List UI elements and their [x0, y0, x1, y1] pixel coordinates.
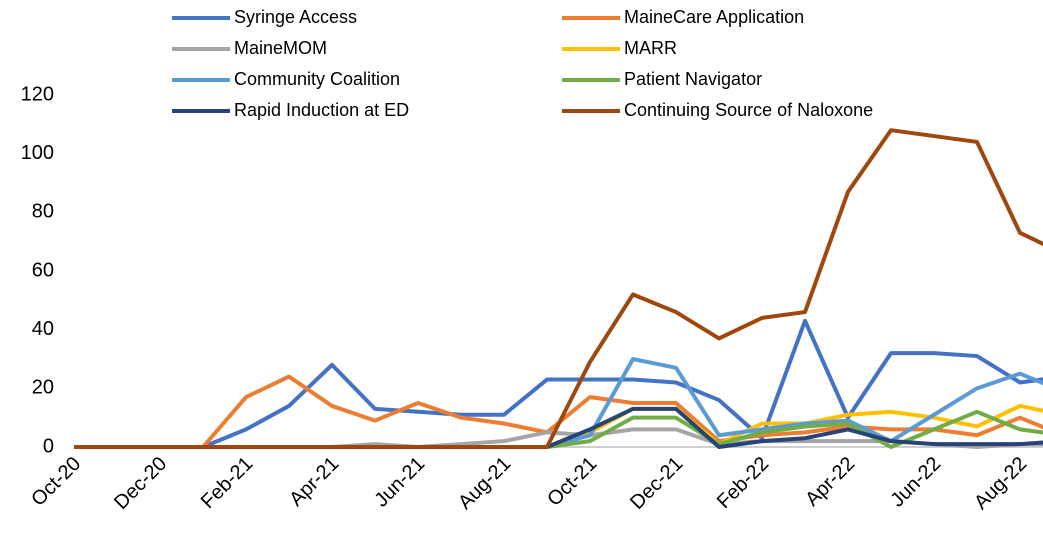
legend-label: Continuing Source of Naloxone — [624, 100, 873, 120]
series-line — [546, 409, 1043, 449]
legend-label: Syringe Access — [234, 7, 357, 27]
legend-label: Rapid Induction at ED — [234, 100, 409, 120]
y-tick-label: 120 — [21, 83, 54, 105]
y-tick-label: 40 — [32, 318, 54, 340]
legend-label: Patient Navigator — [624, 69, 762, 89]
x-tick-label: Feb-22 — [713, 453, 773, 513]
series-line — [74, 128, 1043, 449]
x-tick-label: Feb-21 — [197, 453, 257, 513]
y-tick-label: 60 — [32, 259, 54, 281]
series-line — [546, 357, 1043, 449]
series-line — [74, 374, 1043, 449]
x-tick-label: Apr-22 — [801, 453, 859, 511]
y-tick-label: 100 — [21, 142, 54, 164]
series-line — [546, 406, 1043, 449]
x-tick-label: Jun-21 — [370, 453, 429, 512]
legend-label: Community Coalition — [234, 69, 400, 89]
x-tick-label: Aug-21 — [454, 453, 515, 514]
y-tick-label: 0 — [43, 435, 54, 457]
series-line — [74, 318, 1043, 449]
legend-label: MaineCare Application — [624, 7, 804, 27]
legend-label: MARR — [624, 38, 677, 58]
x-tick-label: Oct-21 — [543, 453, 601, 511]
y-tick-label: 20 — [32, 377, 54, 399]
y-tick-label: 80 — [32, 201, 54, 223]
x-tick-label: Dec-21 — [626, 453, 687, 514]
legend-label: MaineMOM — [234, 38, 327, 58]
x-tick-label: Dec-20 — [110, 453, 171, 514]
x-tick-label: Apr-21 — [285, 453, 343, 511]
x-tick-label: Jun-22 — [886, 453, 945, 512]
x-tick-label: Aug-22 — [970, 453, 1031, 514]
x-tick-label: Oct-20 — [27, 453, 85, 511]
